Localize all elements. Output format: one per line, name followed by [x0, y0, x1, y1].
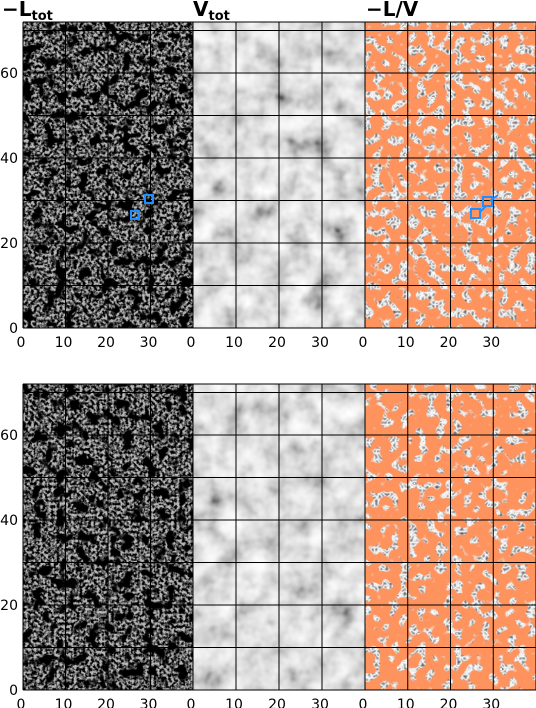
marker-box — [144, 194, 154, 204]
marker-connector — [479, 194, 499, 213]
y-tick-label: 20 — [0, 598, 18, 614]
x-tick-label: 10 — [55, 697, 73, 708]
panel-title-vtot: Vtot — [193, 0, 230, 24]
x-tick-label: 30 — [311, 335, 329, 351]
x-tick-label: 30 — [140, 697, 158, 708]
panel-title-ltot: −Ltot — [2, 0, 53, 24]
x-tick-label: 10 — [225, 697, 243, 708]
x-tick-label: 20 — [440, 697, 458, 708]
axis-ticks: 0 20 40 60 0 10 20 30 0 10 20 30 0 10 20 30 0 20 40 60 0 10 20… — [0, 66, 500, 708]
x-tick-label: 30 — [482, 697, 500, 708]
grid-lines — [22, 21, 536, 691]
x-tick-label: 0 — [17, 697, 26, 708]
x-tick-label: 0 — [187, 697, 196, 708]
x-tick-label: 30 — [140, 335, 158, 351]
marker-box — [482, 196, 493, 207]
x-tick-label: 0 — [187, 335, 196, 351]
x-tick-label: 20 — [268, 335, 286, 351]
x-tick-label: 20 — [440, 335, 458, 351]
x-tick-label: 20 — [97, 335, 115, 351]
x-tick-label: 30 — [311, 697, 329, 708]
x-tick-label: 0 — [359, 697, 368, 708]
x-tick-label: 0 — [17, 335, 26, 351]
x-tick-label: 10 — [225, 335, 243, 351]
marker-box — [130, 210, 140, 220]
panel-title-lv: −L/V — [366, 0, 419, 21]
y-tick-label: 0 — [9, 683, 18, 699]
x-tick-label: 10 — [55, 335, 73, 351]
x-tick-label: 20 — [97, 697, 115, 708]
y-tick-label: 40 — [0, 513, 18, 529]
y-tick-label: 60 — [0, 428, 18, 444]
x-tick-label: 30 — [482, 335, 500, 351]
y-tick-label: 0 — [9, 321, 18, 337]
marker-boxes — [130, 194, 499, 220]
y-tick-label: 60 — [0, 66, 18, 82]
x-tick-label: 20 — [268, 697, 286, 708]
x-tick-label: 0 — [359, 335, 368, 351]
marker-box — [470, 208, 481, 219]
x-tick-label: 10 — [397, 335, 415, 351]
y-tick-label: 20 — [0, 236, 18, 252]
x-tick-label: 10 — [397, 697, 415, 708]
y-tick-label: 40 — [0, 151, 18, 167]
